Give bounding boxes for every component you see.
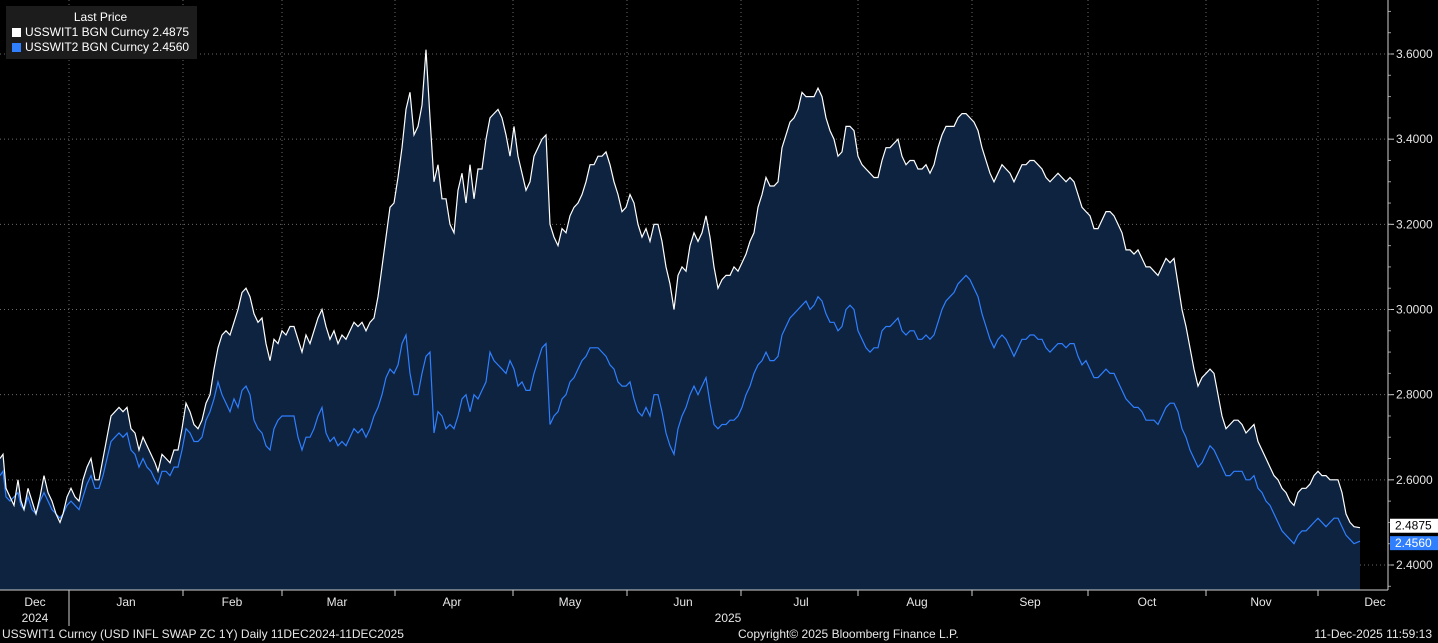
series-lines <box>0 49 1361 545</box>
y-axis: 2.4000 2.6000 2.8000 3.0000 3.2000 3.4000 3.60… <box>1387 0 1433 590</box>
y-tick-label: 3.2000 <box>1396 217 1433 231</box>
line-usswit1 <box>0 49 1361 529</box>
x-tick-label: Dec <box>24 595 45 609</box>
legend-label-usswit2: USSWIT2 BGN Curncy 2.4560 <box>25 40 190 54</box>
line-usswit2 <box>0 274 1361 545</box>
y-tick-label: 3.0000 <box>1396 303 1433 317</box>
x-tick-label: Dec <box>1364 595 1385 609</box>
y-tick-label: 3.4000 <box>1396 132 1433 146</box>
x-tick-label: Jan <box>116 595 135 609</box>
x-tick-label: Jun <box>673 595 692 609</box>
x-tick-label: Aug <box>906 595 927 609</box>
last-price-labels: 2.4875 2.4560 <box>1390 518 1438 551</box>
y-tick-label: 3.6000 <box>1396 47 1433 61</box>
x-tick-label: Jul <box>793 595 808 609</box>
y-tick-label: 2.6000 <box>1396 473 1433 487</box>
last-label-usswit1-box <box>1390 518 1438 533</box>
y-tick-label: 2.8000 <box>1396 388 1433 402</box>
x-tick-label: Feb <box>222 595 243 609</box>
x-year-label: 2025 <box>715 611 742 625</box>
x-tick-label: Oct <box>1138 595 1157 609</box>
x-year-label: 2024 <box>22 611 49 625</box>
legend-swatch-usswit2 <box>12 43 21 52</box>
legend-label-usswit1: USSWIT1 BGN Curncy 2.4875 <box>25 25 190 39</box>
x-axis: Dec Jan Feb Mar Apr May Jun Jul Aug Sep Oct Nov Dec 2… <box>0 589 1388 626</box>
footer-timestamp: 11-Dec-2025 11:59:13 <box>1314 627 1432 641</box>
legend-title: Last Price <box>73 10 128 24</box>
legend-swatch-usswit1 <box>12 28 21 37</box>
x-tick-label: Nov <box>1250 595 1271 609</box>
footer-copyright: Copyright© 2025 Bloomberg Finance L.P. <box>738 627 959 641</box>
area-fill <box>0 49 1360 590</box>
footer-description: USSWIT1 Curncy (USD INFL SWAP ZC 1Y) Dai… <box>2 627 404 641</box>
last-label-usswit2-box <box>1390 536 1438 551</box>
last-label-usswit1: 2.4875 <box>1395 519 1432 533</box>
x-tick-label: May <box>559 595 582 609</box>
legend-item-usswit1: USSWIT1 BGN Curncy 2.4875 <box>12 25 189 40</box>
x-tick-label: Apr <box>443 595 462 609</box>
legend-item-usswit2: USSWIT2 BGN Curncy 2.4560 <box>12 40 189 55</box>
y-tick-label: 2.4000 <box>1396 558 1433 572</box>
x-tick-label: Mar <box>327 595 348 609</box>
x-tick-label: Sep <box>1019 595 1041 609</box>
last-label-usswit2: 2.4560 <box>1395 536 1432 550</box>
legend: Last Price USSWIT1 BGN Curncy 2.4875 USS… <box>6 6 198 59</box>
area-usswit1 <box>0 49 1360 590</box>
